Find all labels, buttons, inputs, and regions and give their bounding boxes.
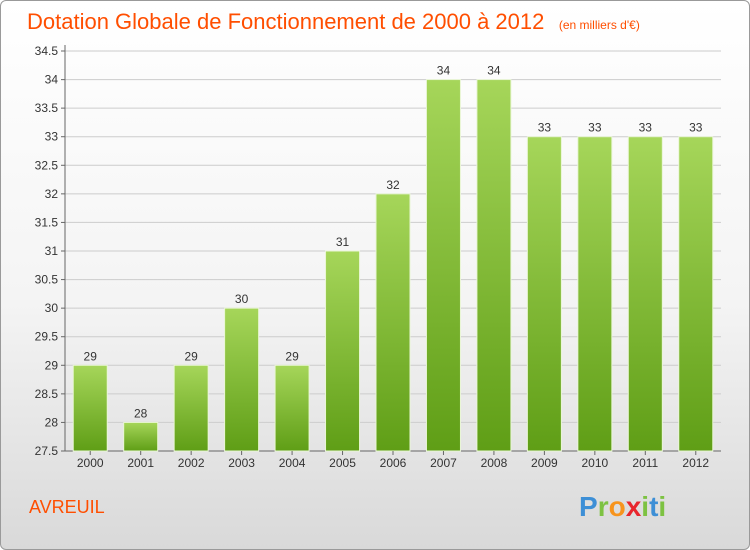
x-tick-label: 2008: [481, 456, 508, 470]
commune-name: AVREUIL: [29, 497, 105, 517]
x-tick-label: 2011: [632, 456, 658, 470]
chart-title: Dotation Globale de Fonctionnement de 20…: [27, 9, 545, 34]
y-tick-label: 29.5: [35, 330, 59, 344]
y-tick-label: 33: [45, 130, 59, 144]
bar: [526, 136, 562, 452]
bar-value-label: 34: [487, 64, 501, 78]
bar: [123, 421, 159, 452]
title-row: Dotation Globale de Fonctionnement de 20…: [27, 9, 640, 35]
x-tick-label: 2012: [682, 456, 709, 470]
x-tick-label: 2010: [581, 456, 608, 470]
bar: [72, 364, 108, 452]
bar: [476, 79, 512, 452]
x-tick-label: 2002: [178, 456, 205, 470]
bar-value-label: 29: [84, 349, 98, 363]
bar-value-label: 30: [235, 292, 249, 306]
chart-subtitle: (en milliers d'€): [558, 18, 640, 32]
bar: [173, 364, 209, 452]
y-tick-label: 28: [45, 415, 59, 429]
bar: [274, 364, 310, 452]
y-tick-labels: 27.5 28 28.5 29 29.5 30 30.5 31 31.5 32 32.5 33 33.5…: [35, 44, 59, 458]
bar-value-label: 29: [184, 349, 198, 363]
y-tick-label: 33.5: [35, 101, 59, 115]
logo-letter: x: [625, 491, 642, 522]
bar: [325, 250, 361, 452]
bar: [224, 307, 260, 452]
bar-value-label: 33: [689, 121, 703, 135]
logo-letter: t: [649, 491, 659, 522]
y-tick-label: 31: [45, 244, 59, 258]
y-tick-label: 32.5: [35, 158, 59, 172]
x-tick-label: 2000: [77, 456, 104, 470]
x-tick-label: 2004: [279, 456, 306, 470]
x-tick-label: 2001: [127, 456, 154, 470]
bar: [627, 136, 663, 452]
x-tick-label: 2006: [380, 456, 407, 470]
bar-value-label: 34: [437, 64, 451, 78]
logo-letter: r: [597, 491, 609, 522]
bar: [375, 193, 411, 452]
y-tick-label: 32: [45, 187, 59, 201]
y-tick-label: 34: [45, 73, 59, 87]
x-tick-label: 2005: [329, 456, 356, 470]
y-tick-label: 28.5: [35, 387, 59, 401]
bar-value-label: 33: [588, 121, 602, 135]
bar-value-label: 31: [336, 235, 350, 249]
x-tick-label: 2003: [228, 456, 255, 470]
logo-letter: i: [641, 491, 650, 522]
y-tick-label: 30: [45, 301, 59, 315]
x-tick-label: 2007: [430, 456, 457, 470]
y-tick-label: 29: [45, 358, 59, 372]
proxiti-logo: Proxiti: [579, 491, 666, 523]
bar-value-label: 33: [538, 121, 552, 135]
x-tick-labels: 2000 2001 2002 2003 2004 2005 2006 2007 2008 2009…: [77, 451, 709, 470]
logo-letter: i: [658, 491, 667, 522]
bars: [72, 79, 714, 452]
value-labels: 29 28 29 30 29 31 32 34 34 33 33 33 33: [84, 64, 703, 421]
bar-value-label: 33: [639, 121, 653, 135]
bar-value-label: 29: [285, 349, 299, 363]
bar-value-label: 32: [386, 178, 400, 192]
y-tick-label: 34.5: [35, 44, 59, 58]
logo-letter: o: [608, 491, 626, 522]
bar: [577, 136, 613, 452]
bar: [425, 79, 461, 452]
y-tick-label: 27.5: [35, 444, 59, 458]
y-tick-label: 31.5: [35, 215, 59, 229]
y-tick-label: 30.5: [35, 273, 59, 287]
logo-letter: P: [579, 491, 598, 522]
bar: [678, 136, 714, 452]
x-tick-label: 2009: [531, 456, 558, 470]
bar-value-label: 28: [134, 406, 148, 420]
